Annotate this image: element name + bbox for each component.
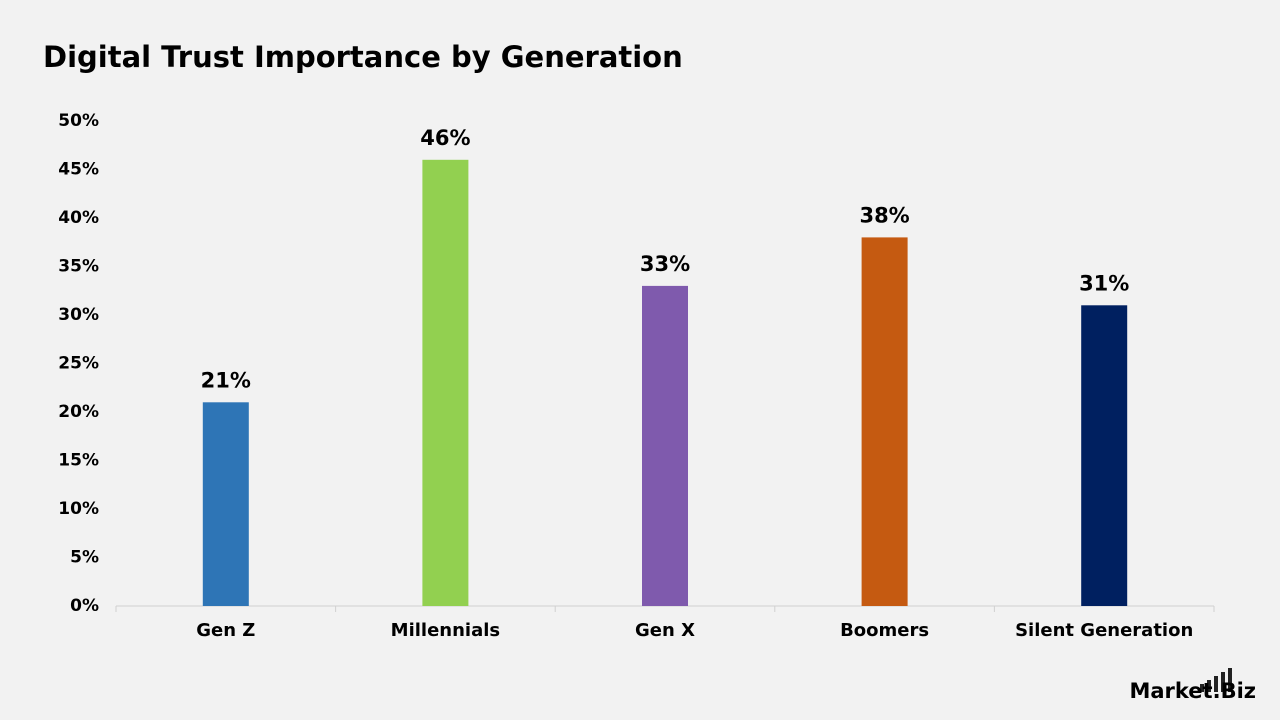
x-tick-label: Gen Z (196, 620, 255, 641)
y-tick-label: 10% (58, 499, 99, 519)
bar (202, 402, 249, 606)
value-label: 31% (1079, 271, 1129, 295)
x-tick-label: Silent Generation (1015, 620, 1193, 641)
value-label: 46% (420, 126, 470, 150)
bar (861, 237, 908, 606)
bar (1081, 305, 1128, 606)
bar (422, 159, 469, 607)
x-tick-label: Gen X (635, 620, 695, 641)
brand-icon (1200, 668, 1232, 692)
x-tick-label: Boomers (840, 620, 929, 641)
y-tick-label: 40% (58, 208, 99, 228)
y-tick-label: 0% (70, 596, 99, 616)
x-tick-label: Millennials (391, 620, 500, 641)
y-tick-label: 5% (70, 548, 99, 568)
value-label: 33% (640, 252, 690, 276)
value-label: 21% (201, 368, 251, 392)
y-tick-label: 35% (58, 257, 99, 277)
y-tick-label: 30% (58, 305, 99, 325)
value-label: 38% (859, 203, 909, 227)
y-tick-label: 25% (58, 354, 99, 374)
y-tick-label: 15% (58, 451, 99, 471)
y-tick-label: 50% (58, 111, 99, 131)
brand: Market.Biz (1129, 679, 1256, 703)
bar (642, 285, 688, 606)
y-tick-label: 20% (58, 402, 99, 422)
chart-title: Digital Trust Importance by Generation (43, 40, 683, 74)
y-tick-label: 45% (58, 160, 99, 180)
